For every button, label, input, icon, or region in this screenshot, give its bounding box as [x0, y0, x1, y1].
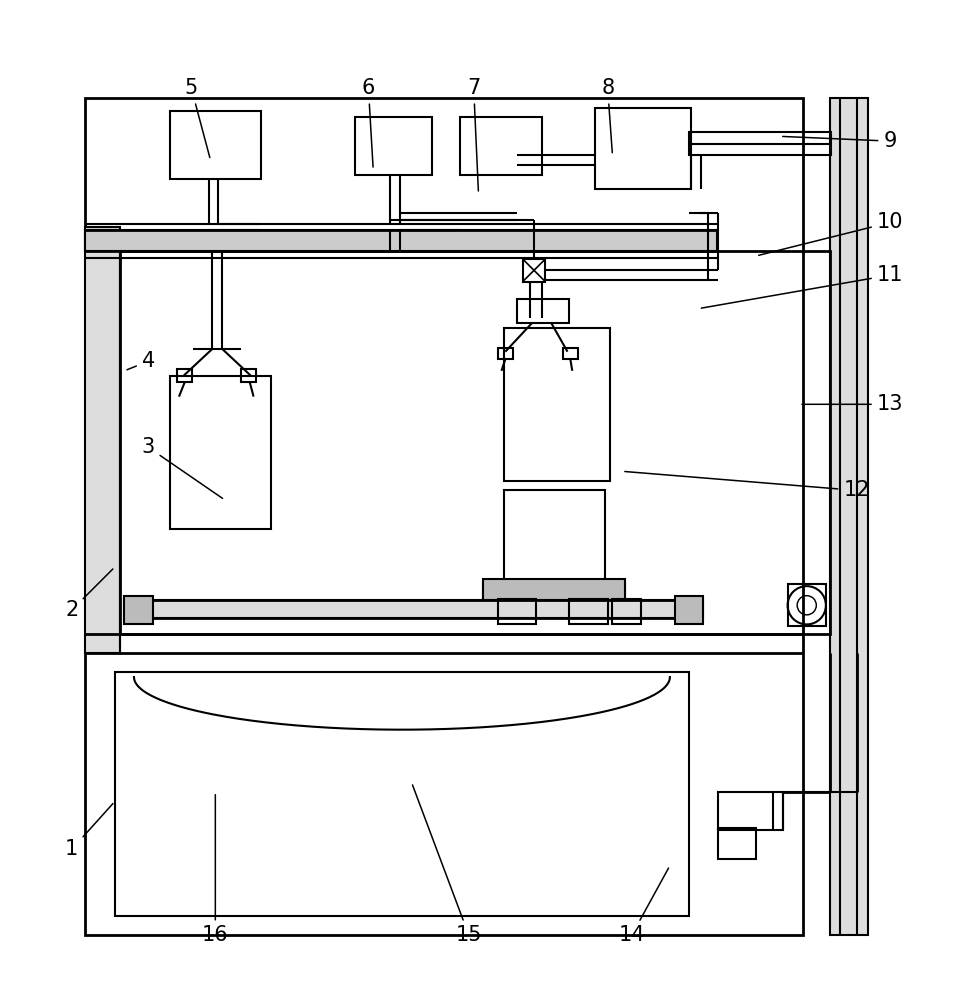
Text: 14: 14: [618, 868, 669, 945]
FancyBboxPatch shape: [85, 227, 120, 653]
Text: 15: 15: [412, 785, 482, 945]
Text: 16: 16: [202, 795, 229, 945]
Text: 12: 12: [625, 472, 870, 500]
Text: 6: 6: [362, 78, 375, 167]
Text: 11: 11: [701, 265, 903, 308]
Text: 4: 4: [127, 351, 155, 371]
FancyBboxPatch shape: [85, 230, 717, 251]
Text: 2: 2: [65, 569, 113, 620]
Text: 9: 9: [783, 131, 897, 151]
Text: 10: 10: [759, 212, 903, 255]
Text: 5: 5: [185, 78, 210, 158]
Text: 13: 13: [802, 394, 903, 414]
FancyBboxPatch shape: [830, 98, 868, 935]
FancyBboxPatch shape: [124, 600, 703, 618]
Text: 1: 1: [65, 804, 113, 859]
FancyBboxPatch shape: [675, 596, 703, 624]
Text: 7: 7: [467, 78, 480, 191]
Text: 8: 8: [601, 78, 614, 153]
FancyBboxPatch shape: [483, 579, 625, 600]
FancyBboxPatch shape: [124, 596, 153, 624]
Text: 3: 3: [142, 437, 223, 498]
FancyBboxPatch shape: [483, 584, 625, 605]
